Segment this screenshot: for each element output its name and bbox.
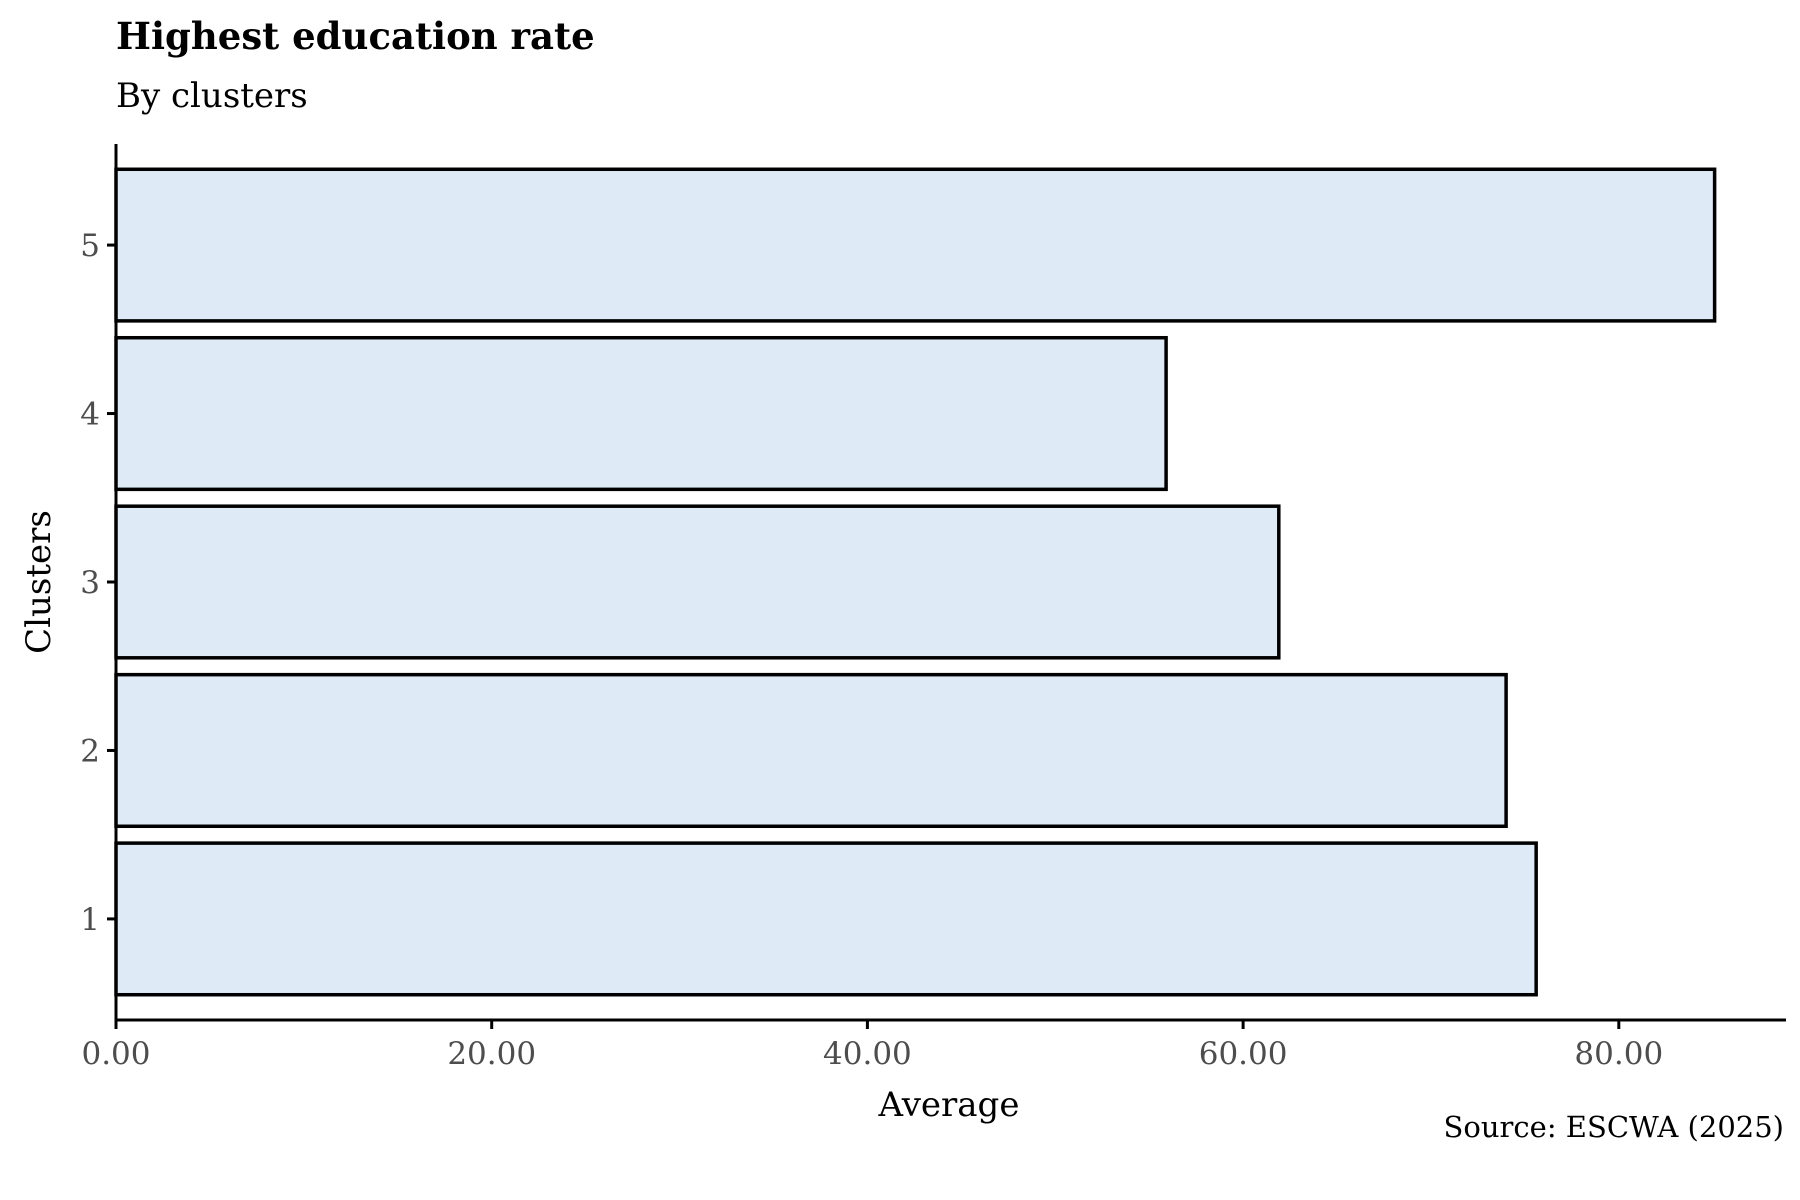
y-tick-label: 1 bbox=[80, 902, 100, 938]
bar-cluster-4 bbox=[114, 335, 1168, 492]
x-tick-label: 80.00 bbox=[1574, 1036, 1663, 1072]
x-axis-ticks: 0.00 20.00 40.00 60.00 80.00 bbox=[81, 1020, 1663, 1072]
y-tick-label: 5 bbox=[80, 228, 100, 264]
y-tick-label: 4 bbox=[80, 397, 100, 433]
x-tick-label: 0.00 bbox=[81, 1036, 150, 1072]
bar-cluster-3 bbox=[114, 504, 1281, 660]
bars-group bbox=[114, 167, 1717, 997]
y-axis-title: Clusters bbox=[19, 510, 59, 654]
y-axis-ticks: 1 2 3 4 5 bbox=[80, 228, 116, 938]
y-tick-label: 2 bbox=[80, 733, 100, 769]
bar-cluster-5 bbox=[114, 167, 1717, 323]
bar-cluster-2 bbox=[114, 672, 1508, 829]
chart-source-note: Source: ESCWA (2025) bbox=[1443, 1110, 1784, 1144]
x-tick-label: 60.00 bbox=[1199, 1036, 1288, 1072]
y-tick-label: 3 bbox=[80, 565, 100, 601]
x-tick-label: 40.00 bbox=[823, 1036, 912, 1072]
x-axis-title: Average bbox=[878, 1085, 1020, 1125]
bar-cluster-1 bbox=[114, 841, 1538, 997]
chart-subtitle: By clusters bbox=[116, 76, 308, 116]
x-tick-label: 20.00 bbox=[447, 1036, 536, 1072]
chart-title: Highest education rate bbox=[116, 14, 595, 58]
